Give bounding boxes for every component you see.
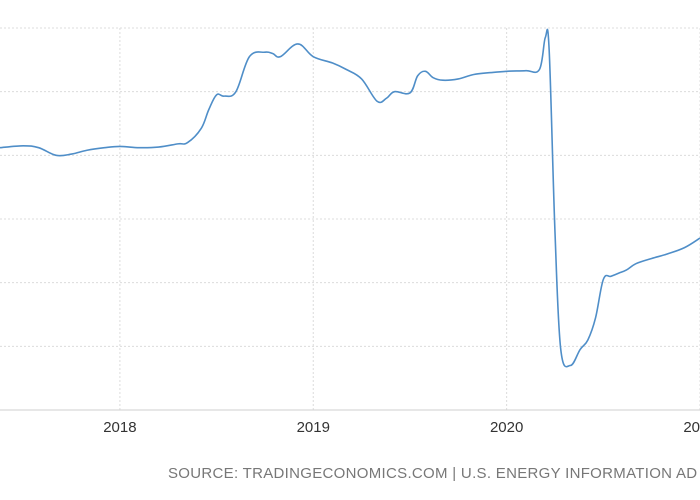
x-tick-label: 2019: [297, 419, 330, 436]
grid-layer: [0, 27, 700, 410]
x-tick-label: 2021: [683, 419, 700, 436]
x-tick-label: 2018: [103, 419, 136, 436]
x-tick-label: 2020: [490, 419, 523, 436]
source-attribution: SOURCE: TRADINGECONOMICS.COM | U.S. ENER…: [168, 465, 697, 482]
x-tick-labels: 2018 2019 2020 2021: [103, 419, 700, 436]
series-layer: [0, 28, 700, 368]
series-line: [0, 28, 700, 368]
